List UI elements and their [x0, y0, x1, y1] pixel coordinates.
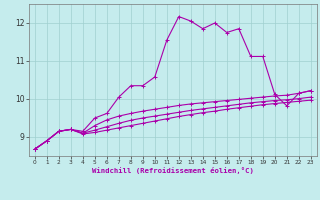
- X-axis label: Windchill (Refroidissement éolien,°C): Windchill (Refroidissement éolien,°C): [92, 167, 254, 174]
